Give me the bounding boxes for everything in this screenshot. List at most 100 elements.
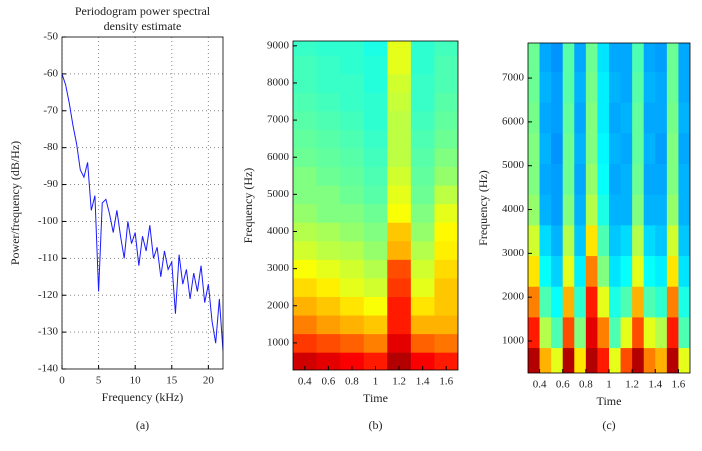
heatmap-cell [410, 296, 435, 316]
heatmap-cell [410, 203, 435, 223]
heatmap-cell [528, 132, 541, 165]
heatmap-cell [597, 132, 610, 165]
heatmap-cell [410, 277, 435, 297]
heatmap-cell [316, 296, 341, 316]
heatmap-cell [562, 163, 575, 195]
heatmap-cell [585, 194, 598, 226]
heatmap-cell [293, 296, 318, 316]
y-tick-label: -70 [43, 104, 58, 116]
y-tick-label: 3000 [502, 247, 525, 259]
y-tick-label: 5000 [502, 159, 525, 171]
heatmap-cell [387, 166, 412, 186]
heatmap-cell [609, 163, 622, 195]
heatmap-cell [620, 132, 633, 165]
heatmap-cell [562, 102, 575, 134]
x-tick-label: 0.8 [579, 379, 593, 391]
y-tick-label: 1000 [502, 335, 525, 347]
y-tick-label: -90 [43, 178, 58, 190]
heatmap-cell [574, 102, 587, 134]
heatmap-cell [387, 147, 412, 168]
heatmap-cell [585, 286, 598, 318]
heatmap-cell [316, 240, 341, 260]
heatmap-cell [597, 347, 610, 373]
heatmap-cell [574, 224, 587, 257]
y-tick-label: -130 [38, 326, 59, 338]
heatmap-cell [293, 41, 318, 56]
heatmap-cell [678, 194, 690, 226]
chart-title: Periodogram power spectral [75, 4, 211, 18]
heatmap-cell [293, 147, 318, 168]
heatmap-cell [434, 203, 458, 223]
heatmap-cell [585, 43, 598, 72]
heatmap-cell [293, 333, 318, 353]
heatmap-cell [316, 259, 341, 279]
heatmap-cell [293, 185, 318, 205]
heatmap-cell [387, 222, 412, 242]
heatmap-cell [574, 316, 587, 349]
heatmap-cell [434, 41, 458, 56]
heatmap-cell [632, 347, 645, 373]
heatmap-cell [363, 333, 388, 353]
heatmap-cell [655, 224, 668, 257]
heatmap-cell [666, 163, 679, 195]
y-tick-label: -80 [43, 141, 58, 153]
heatmap-cell [585, 316, 598, 349]
heatmap-cell [574, 43, 587, 72]
heatmap-cell [597, 255, 610, 287]
heatmap-cell [551, 102, 564, 134]
heatmap-cell [340, 315, 365, 335]
heatmap-cell [597, 194, 610, 226]
heatmap-cell [655, 255, 668, 287]
y-axis-label: Frequency (Hz) [476, 170, 490, 246]
heatmap-cell [434, 73, 458, 93]
heatmap-cell [363, 73, 388, 93]
heatmap-cell [643, 255, 656, 287]
heatmap-cell [293, 315, 318, 335]
heatmap-cell [551, 286, 564, 318]
heatmap-cell [316, 41, 341, 56]
heatmap-cell [316, 73, 341, 93]
heatmap-cell [655, 347, 668, 373]
heatmap-cell [539, 347, 552, 373]
heatmap-cell [666, 347, 679, 373]
heatmap-cell [434, 110, 458, 130]
heatmap-cell [551, 316, 564, 349]
psd-line [62, 73, 223, 351]
heatmap-cell [678, 163, 690, 195]
heatmap-cell [655, 316, 668, 349]
heatmap-cell [340, 222, 365, 242]
heatmap-cell [620, 102, 633, 134]
heatmap-cell [387, 92, 412, 112]
heatmap-cell [340, 41, 365, 56]
heatmap-cell [643, 224, 656, 257]
heatmap-cell [363, 222, 388, 242]
heatmap-cell [363, 110, 388, 130]
heatmap-cell [574, 286, 587, 318]
heatmap-cell [410, 73, 435, 93]
heatmap-cell [293, 129, 318, 149]
heatmap-cell [340, 333, 365, 353]
heatmap-cell [387, 41, 412, 56]
heatmap-cell [528, 316, 541, 349]
heatmap-cell [410, 352, 435, 370]
heatmap-cell [632, 224, 645, 257]
heatmap-cell [620, 194, 633, 226]
heatmap-cell [551, 132, 564, 165]
heatmap-cell [551, 71, 564, 103]
heatmap-cell [597, 224, 610, 257]
heatmap-cell [632, 255, 645, 287]
heatmap-cell [632, 286, 645, 318]
heatmap-cell [316, 352, 341, 370]
heatmap-cell [410, 222, 435, 242]
heatmap-cell [551, 43, 564, 72]
heatmap-cell [585, 347, 598, 373]
heatmap-cell [666, 224, 679, 257]
heatmap-cell [387, 277, 412, 297]
heatmap-cell [678, 316, 690, 349]
heatmap-cell [666, 102, 679, 134]
heatmap-cell [387, 352, 412, 370]
plot-area [293, 41, 458, 370]
heatmap-cell [316, 147, 341, 168]
heatmap-cell [316, 129, 341, 149]
